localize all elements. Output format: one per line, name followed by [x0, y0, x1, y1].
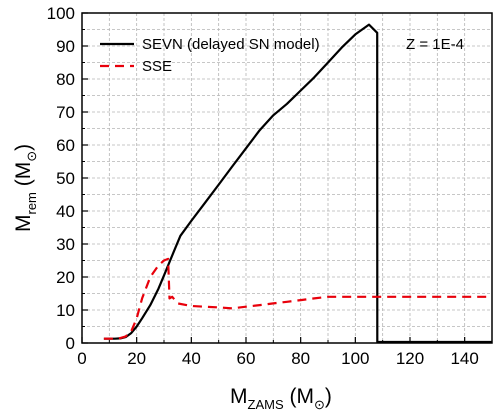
legend-label-sse: SSE: [142, 58, 172, 75]
x-tick-label: 60: [237, 349, 256, 368]
x-tick-label: 120: [396, 349, 424, 368]
y-tick-label: 40: [56, 202, 75, 221]
series-sse-line: [103, 257, 492, 340]
x-tick-label: 20: [127, 349, 146, 368]
y-tick-label: 100: [47, 4, 75, 23]
y-tick-label: 0: [66, 334, 75, 353]
metallicity-annotation: Z = 1E-4: [406, 36, 464, 53]
y-tick-label: 60: [56, 136, 75, 155]
legend: SEVN (delayed SN model) SSE: [100, 36, 320, 75]
x-tick-label: 40: [182, 349, 201, 368]
y-tick-label: 20: [56, 268, 75, 287]
y-tick-label: 80: [56, 70, 75, 89]
y-tick-label: 50: [56, 169, 75, 188]
x-tick-label: 0: [77, 349, 86, 368]
x-axis-label: MZAMS (M⊙): [230, 385, 332, 412]
x-tick-label: 140: [450, 349, 478, 368]
y-tick-label: 90: [56, 37, 75, 56]
series-group: [103, 23, 492, 344]
tick-labels: 0 20 40 60 80 100 120 140 0 10 20 30 40 50 60 70 80 90 100: [47, 4, 479, 368]
x-tick-label: 100: [341, 349, 369, 368]
series-sevn-line: [103, 23, 492, 344]
ticks: [81, 12, 466, 344]
y-tick-label: 10: [56, 301, 75, 320]
y-axis-label: Mrem (M⊙): [12, 144, 39, 232]
y-tick-label: 70: [56, 103, 75, 122]
x-tick-label: 80: [291, 349, 310, 368]
grid: [82, 13, 492, 343]
legend-label-sevn: SEVN (delayed SN model): [142, 36, 320, 53]
y-tick-label: 30: [56, 235, 75, 254]
